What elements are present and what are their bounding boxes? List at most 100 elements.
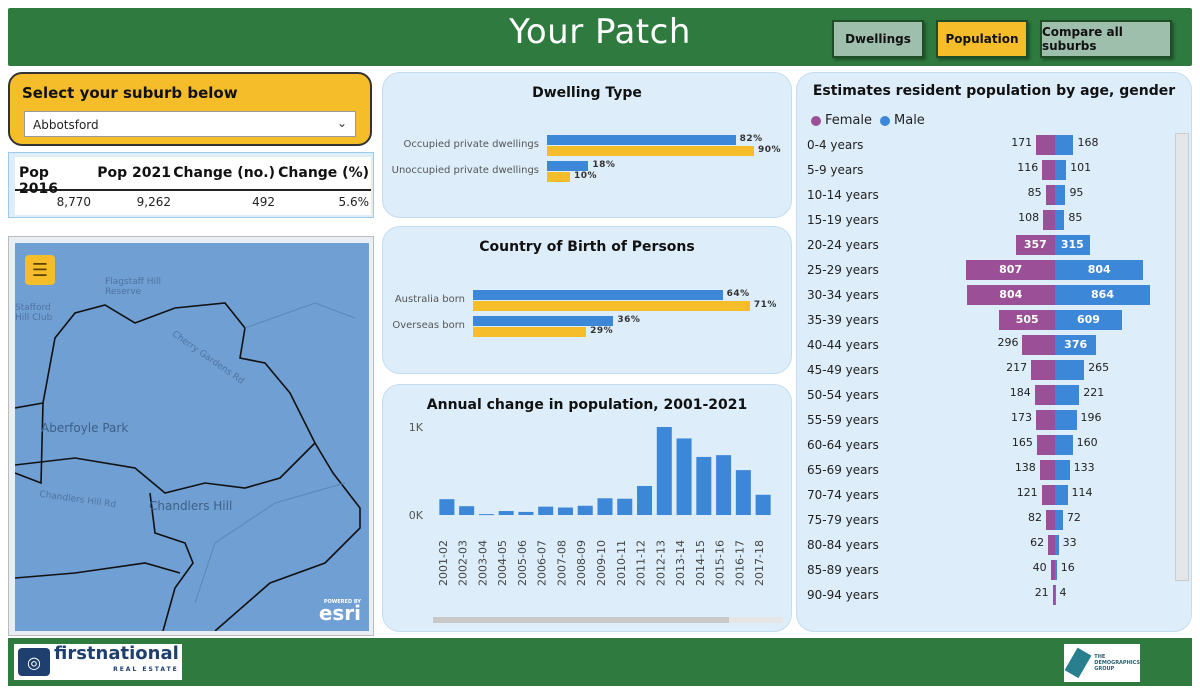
vertical-scrollbar[interactable]	[1175, 133, 1189, 581]
female-bar	[1042, 160, 1055, 180]
female-bar	[1039, 460, 1055, 480]
map-boundaries	[15, 302, 361, 631]
scrollbar-thumb[interactable]	[433, 617, 729, 623]
legend-female: Female	[811, 113, 872, 128]
male-value-label: 101	[1070, 161, 1092, 174]
age-group-label: 90-94 years	[807, 588, 879, 602]
age-group-label: 0-4 years	[807, 138, 864, 152]
legend-female-marker	[811, 115, 821, 126]
female-bar	[966, 260, 1055, 280]
age-group-label: 20-24 years	[807, 238, 879, 252]
x-tick-label: 2002-03	[457, 540, 470, 586]
category-label: Occupied private dwellings	[403, 139, 539, 150]
male-bar	[1055, 310, 1122, 330]
female-bar	[1045, 510, 1055, 530]
age-group-label: 15-19 years	[807, 213, 879, 227]
legend-male-marker	[880, 115, 891, 126]
x-tick-label: 2006-07	[536, 540, 549, 586]
horizontal-scrollbar[interactable]	[433, 617, 783, 623]
esri-wordmark: esri	[318, 601, 361, 625]
female-bar	[966, 285, 1055, 305]
male-value-label: 133	[1073, 461, 1095, 474]
bar	[473, 290, 723, 300]
female-value-label: 184	[1009, 386, 1031, 399]
dwellings-button[interactable]: Dwellings	[832, 20, 924, 58]
female-value-label: 62	[1030, 536, 1045, 549]
x-tick-label: 2013-14	[674, 540, 687, 586]
table-header: Pop 2021	[97, 165, 171, 181]
partner-line: GROUP	[1094, 666, 1115, 672]
female-value-label: 217	[1006, 361, 1028, 374]
male-value-label: 221	[1083, 386, 1105, 399]
male-value-label: 864	[1091, 288, 1114, 301]
selector-title: Select your suburb below	[22, 84, 238, 102]
bar	[755, 494, 771, 515]
male-bar	[1055, 360, 1085, 380]
male-bar	[1055, 160, 1067, 180]
x-tick-label: 2001-02	[437, 540, 450, 586]
data-label: 82%	[739, 134, 763, 144]
bar	[547, 146, 754, 156]
map-canvas[interactable]: ☰ Aberfoyle Park Chandlers Hill Flagstaf…	[15, 243, 369, 631]
female-bar	[1050, 560, 1055, 580]
suburb-dropdown[interactable]: Abbotsford ⌄	[24, 111, 356, 137]
map-label: Stafford Hill Club	[15, 303, 53, 323]
category-label: Australia born	[394, 294, 465, 305]
male-bar	[1055, 410, 1077, 430]
data-label: 10%	[574, 171, 598, 181]
chart-title: Estimates resident population by age, ge…	[812, 83, 1176, 99]
female-value-label: 357	[1023, 238, 1047, 251]
bar	[538, 506, 554, 515]
chart-legend: Female Male	[811, 113, 925, 128]
male-value-label: 196	[1080, 411, 1102, 424]
male-bar	[1055, 260, 1144, 280]
male-bar	[1055, 285, 1150, 305]
data-label: 18%	[592, 160, 616, 170]
population-button[interactable]: Population	[936, 20, 1028, 58]
male-value-label: 168	[1077, 136, 1099, 149]
male-value-label: 609	[1076, 313, 1100, 326]
legend-female-label: Female	[825, 113, 873, 128]
bar	[439, 499, 455, 515]
map-menu-button[interactable]: ☰	[25, 255, 55, 285]
bar	[459, 506, 475, 515]
age-group-label: 40-44 years	[807, 338, 879, 352]
brand-name: firstnational	[54, 643, 179, 664]
x-tick-label: 2011-12	[635, 540, 648, 586]
x-tick-label: 2005-06	[516, 540, 529, 586]
table-cell: 492	[252, 195, 275, 209]
male-value-label: 376	[1064, 338, 1088, 351]
male-value-label: 4	[1059, 586, 1067, 599]
bar	[518, 511, 534, 515]
compare-suburbs-button[interactable]: Compare all suburbs	[1040, 20, 1172, 58]
bar	[547, 135, 736, 145]
female-value-label: 296	[997, 336, 1019, 349]
chart-title: Dwelling Type	[532, 85, 642, 101]
bar	[637, 485, 653, 515]
map-label: Flagstaff Hill Reserve	[105, 277, 161, 297]
data-label: 64%	[726, 289, 750, 299]
age-group-label: 75-79 years	[807, 513, 879, 527]
population-summary-table: Pop 2016 Pop 2021 Change (no.) Change (%…	[8, 152, 374, 218]
table-row: 8,770 9,262 492 5.6%	[15, 195, 371, 209]
male-bar	[1055, 560, 1057, 580]
female-bar	[1052, 585, 1055, 605]
male-value-label: 160	[1076, 436, 1098, 449]
male-bar	[1055, 210, 1065, 230]
chevron-down-icon[interactable]: ⌄	[336, 116, 347, 130]
x-tick-label: 2009-10	[595, 540, 608, 586]
x-tick-label: 2015-16	[714, 540, 727, 586]
bar	[498, 511, 514, 515]
age-group-label: 35-39 years	[807, 313, 879, 327]
male-value-label: 33	[1062, 536, 1077, 549]
bar	[676, 438, 692, 515]
female-bar	[1036, 435, 1055, 455]
x-tick-label: 2003-04	[476, 540, 489, 586]
male-bar	[1055, 485, 1068, 505]
male-value-label: 95	[1069, 186, 1084, 199]
female-value-label: 21	[1034, 586, 1049, 599]
partner-line: THE	[1094, 654, 1106, 660]
male-value-label: 804	[1087, 263, 1111, 276]
female-value-label: 121	[1016, 486, 1038, 499]
bar	[577, 505, 593, 515]
